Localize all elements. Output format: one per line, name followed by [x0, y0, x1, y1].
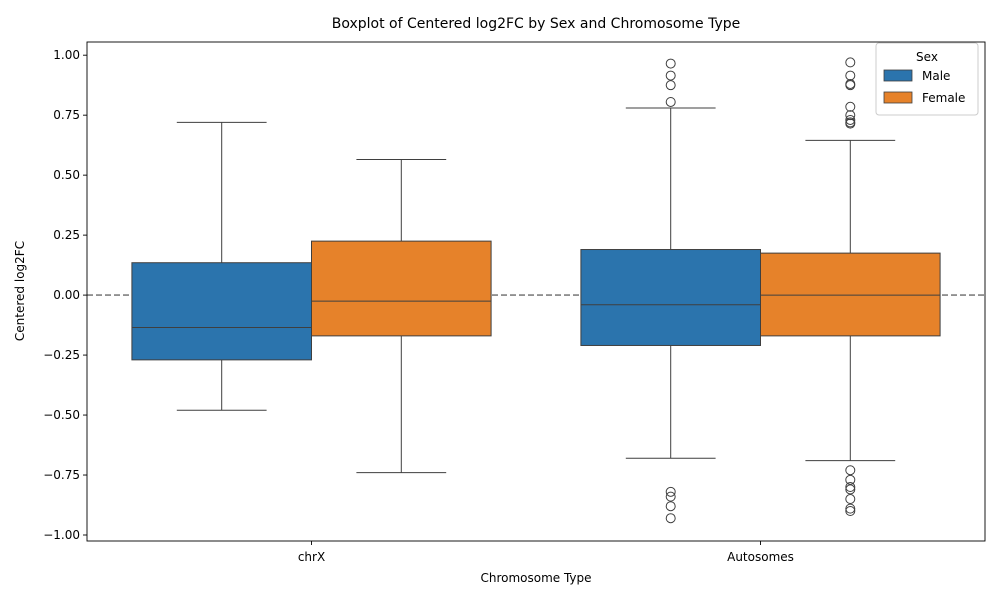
legend-title: Sex — [916, 50, 938, 64]
y-tick-label: −0.25 — [43, 348, 80, 362]
y-tick-label: −0.75 — [43, 468, 80, 482]
y-tick-label: −1.00 — [43, 528, 80, 542]
box-male-chrx — [131, 121, 312, 411]
outlier-point — [845, 494, 856, 505]
outlier-point — [845, 70, 856, 81]
outlier-point — [845, 80, 856, 91]
chart-title: Boxplot of Centered log2FC by Sex and Ch… — [332, 16, 741, 32]
outlier-point — [845, 114, 856, 125]
box-iqr — [580, 249, 762, 346]
box-iqr — [131, 262, 312, 361]
plot-area — [86, 41, 986, 542]
y-axis: −1.00 −0.75 −0.50 −0.25 0.00 0.25 0.50 0.75 1.00 — [43, 48, 87, 542]
box-iqr — [760, 252, 941, 337]
plot-frame — [86, 41, 986, 542]
box-female-chrx — [311, 159, 492, 474]
x-axis-label: Chromosome Type — [480, 571, 591, 585]
outlier-point — [665, 501, 676, 512]
y-tick-label: 0.75 — [53, 108, 80, 122]
outlier-point — [665, 80, 676, 91]
outlier-point — [665, 513, 676, 524]
legend-label-female: Female — [922, 91, 965, 105]
legend-swatch-male — [883, 69, 913, 82]
y-tick-label: 0.25 — [53, 228, 80, 242]
y-axis-label: Centered log2FC — [13, 241, 27, 341]
outlier-point — [845, 503, 856, 514]
box-male-autosomes — [580, 58, 762, 524]
box-female-autosomes — [760, 57, 941, 517]
box-iqr — [311, 240, 492, 337]
outlier-point — [845, 474, 856, 485]
legend: Sex Male Female — [875, 42, 979, 116]
legend-swatch-female — [883, 91, 913, 104]
x-axis: chrX Autosomes — [298, 541, 794, 564]
outlier-point — [845, 101, 856, 112]
legend-label-male: Male — [922, 69, 950, 83]
x-tick-label: chrX — [298, 550, 325, 564]
outlier-point — [665, 96, 676, 107]
outlier-point — [845, 506, 856, 517]
y-tick-label: 0.50 — [53, 168, 80, 182]
outlier-point — [845, 465, 856, 476]
y-tick-label: 0.00 — [53, 288, 80, 302]
outlier-point — [665, 70, 676, 81]
outlier-point — [845, 484, 856, 495]
x-tick-label: Autosomes — [727, 550, 794, 564]
outlier-point — [665, 491, 676, 502]
outlier-point — [845, 482, 856, 493]
y-tick-label: −0.50 — [43, 408, 80, 422]
outlier-point — [665, 486, 676, 497]
outlier-point — [845, 110, 856, 121]
y-tick-label: 1.00 — [53, 48, 80, 62]
outlier-point — [665, 58, 676, 69]
outlier-point — [845, 57, 856, 68]
outlier-point — [845, 118, 856, 129]
